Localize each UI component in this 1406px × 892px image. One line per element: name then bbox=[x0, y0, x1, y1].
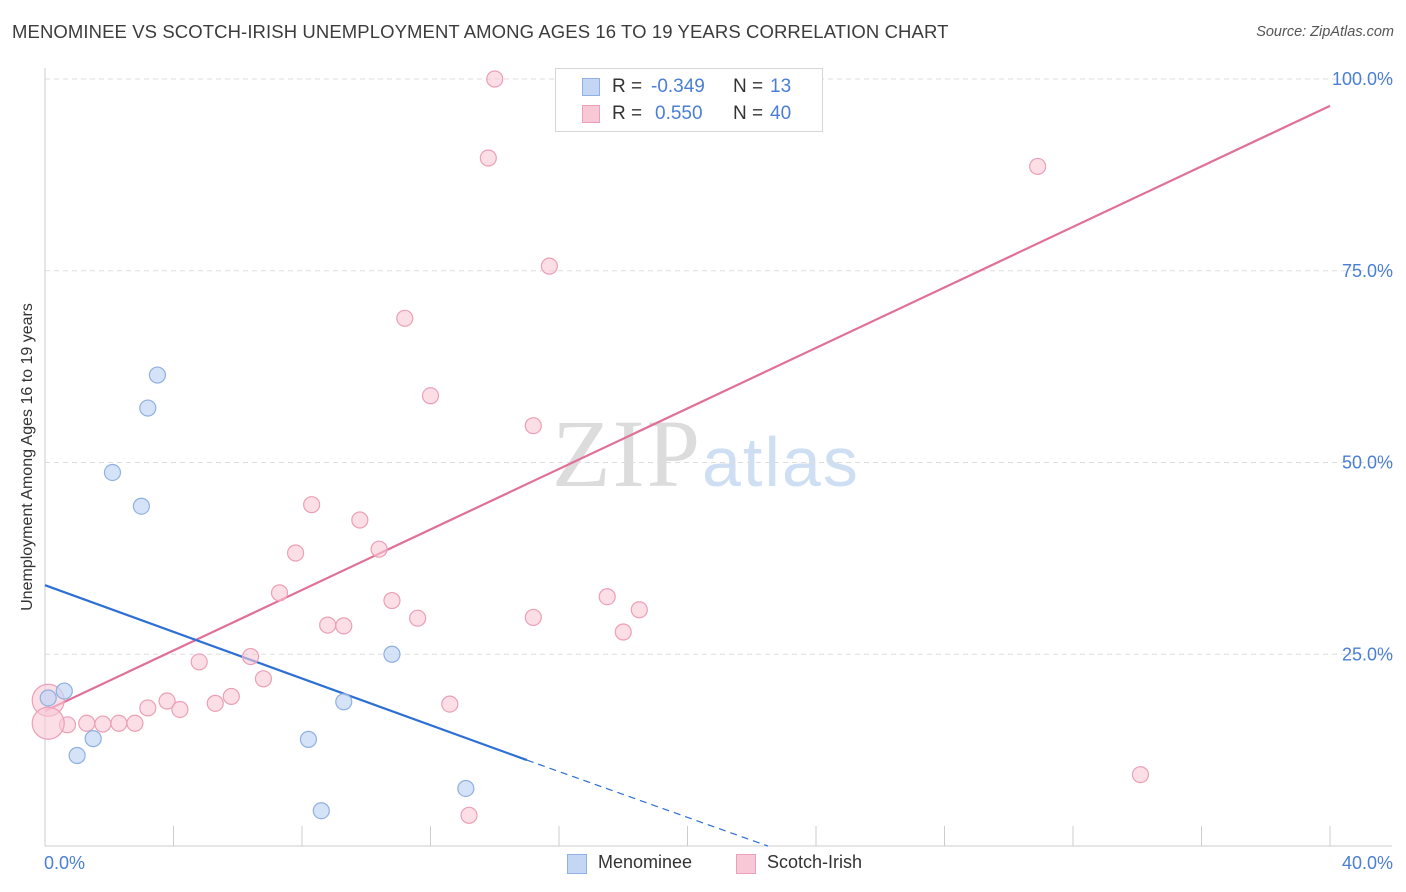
scotch-irish-point bbox=[441, 695, 459, 713]
menominee-point bbox=[148, 366, 167, 384]
menominee-point bbox=[132, 497, 150, 515]
scotch-irish-point bbox=[524, 608, 542, 627]
scotch-irish-point bbox=[540, 257, 558, 275]
scotch-irish-point bbox=[126, 714, 144, 732]
menominee-swatch bbox=[582, 78, 600, 96]
scotch-irish-point bbox=[479, 149, 497, 167]
scotch-irish-point bbox=[110, 714, 128, 732]
scotch-irish-point bbox=[171, 700, 189, 719]
r-label: R = bbox=[612, 76, 643, 97]
scotch-irish-point bbox=[524, 417, 542, 435]
x-tick-label: 40.0% bbox=[1342, 853, 1393, 873]
scotch-irish-legend-label: Scotch-Irish bbox=[767, 852, 863, 872]
data-points bbox=[31, 70, 1150, 824]
n-value: 40 bbox=[770, 103, 792, 124]
scotch-irish-point bbox=[486, 70, 504, 88]
scotch-irish-point bbox=[94, 715, 112, 733]
x-tick-label: 0.0% bbox=[44, 853, 85, 873]
menominee-point bbox=[39, 689, 57, 707]
scotch-irish-point bbox=[319, 616, 337, 634]
r-value: 0.550 bbox=[655, 103, 703, 124]
menominee-point bbox=[383, 645, 401, 663]
stats-legend: R = -0.349 N = 13 R = 0.550 N = 40 bbox=[555, 68, 823, 132]
scotch-irish-point bbox=[409, 609, 427, 627]
scotch-irish-point bbox=[303, 496, 321, 514]
n-value: 13 bbox=[770, 76, 792, 97]
scotch-irish-point bbox=[630, 601, 648, 619]
y-tick-label: 50.0% bbox=[1342, 453, 1393, 473]
trend-lines bbox=[44, 104, 1331, 847]
scotch-irish-trend-line bbox=[44, 104, 1331, 713]
menominee-trend-extension bbox=[526, 759, 769, 847]
stats-row-menominee: R = -0.349 N = 13 bbox=[556, 74, 822, 100]
scotch-irish-swatch bbox=[582, 105, 600, 123]
y-tick-label: 25.0% bbox=[1342, 644, 1393, 664]
scotch-irish-point bbox=[242, 647, 260, 666]
scotch-irish-point bbox=[460, 806, 478, 824]
scotch-irish-point bbox=[351, 511, 369, 529]
axes bbox=[44, 68, 1392, 847]
menominee-point bbox=[55, 682, 73, 700]
scotch-irish-point bbox=[270, 584, 289, 602]
scotch-irish-point bbox=[139, 699, 157, 717]
scotch-irish-point bbox=[370, 540, 388, 558]
scotch-irish-point bbox=[286, 544, 305, 562]
gridlines bbox=[45, 78, 1392, 655]
menominee-point bbox=[457, 779, 475, 798]
scotch-irish-point bbox=[190, 653, 208, 671]
r-value: -0.349 bbox=[651, 76, 705, 97]
scotch-irish-point bbox=[78, 714, 96, 732]
y-tick-label: 75.0% bbox=[1342, 261, 1393, 281]
scotch-irish-point bbox=[1131, 766, 1150, 784]
scotch-irish-point bbox=[421, 387, 440, 405]
scotch-irish-point bbox=[335, 617, 353, 635]
r-label: R = bbox=[612, 103, 643, 124]
menominee-point bbox=[335, 693, 353, 711]
scotch-irish-point bbox=[614, 623, 632, 641]
menominee-legend-label: Menominee bbox=[598, 852, 693, 872]
menominee-point bbox=[68, 746, 86, 765]
scotch-irish-point bbox=[254, 670, 273, 688]
menominee-point bbox=[139, 399, 157, 417]
menominee-point bbox=[312, 802, 330, 820]
tick-labels: 25.0% 50.0% 75.0% 100.0% 0.0% 40.0% bbox=[44, 69, 1393, 873]
scotch-irish-point bbox=[158, 692, 176, 710]
scotch-irish-point bbox=[383, 591, 401, 610]
scotch-irish-point bbox=[1029, 157, 1047, 176]
scotch-irish-legend-swatch bbox=[736, 854, 756, 874]
watermark-zip: ZIP bbox=[552, 400, 702, 507]
source-credit: Source: ZipAtlas.com bbox=[1256, 24, 1394, 40]
stats-row-scotch-irish: R = 0.550 N = 40 bbox=[556, 101, 822, 127]
n-label: N = bbox=[733, 76, 764, 97]
menominee-trend-line bbox=[44, 584, 528, 762]
menominee-point bbox=[103, 463, 122, 482]
y-tick-label: 100.0% bbox=[1332, 69, 1393, 89]
scotch-irish-point bbox=[396, 309, 414, 327]
scotch-irish-point bbox=[31, 706, 65, 740]
scotch-irish-point bbox=[598, 588, 616, 606]
menominee-legend-swatch bbox=[567, 854, 587, 874]
chart-title: MENOMINEE VS SCOTCH-IRISH UNEMPLOYMENT A… bbox=[12, 21, 949, 42]
menominee-point bbox=[84, 730, 102, 748]
scotch-irish-point bbox=[206, 694, 224, 712]
menominee-point bbox=[299, 730, 318, 748]
n-label: N = bbox=[733, 103, 764, 124]
scotch-irish-point bbox=[222, 687, 240, 706]
